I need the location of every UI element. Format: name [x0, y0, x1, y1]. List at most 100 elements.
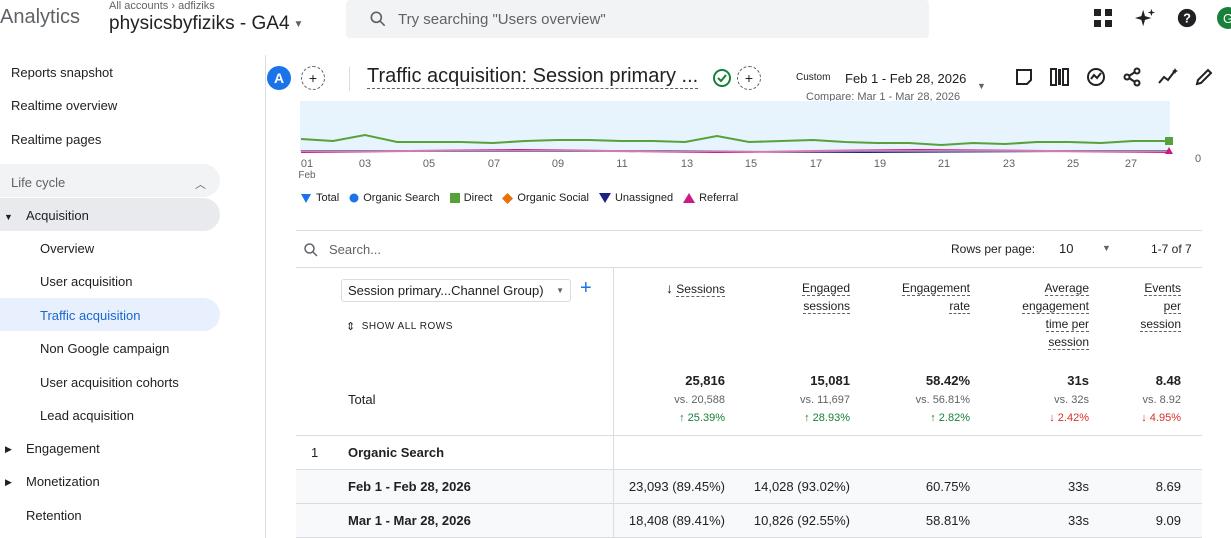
- cell-engagement-rate: 58.81%: [925, 513, 970, 528]
- sidebar-group-acquisition[interactable]: [0, 198, 220, 231]
- column-header-sessions[interactable]: ↓ Sessions: [641, 279, 725, 298]
- sparkle-icon[interactable]: [1133, 6, 1157, 30]
- report-title[interactable]: Traffic acquisition: Session primary ...: [367, 65, 699, 89]
- total-drop-icon: [301, 194, 311, 203]
- comparison-avatar[interactable]: A: [267, 66, 291, 90]
- trend-sparkle-icon[interactable]: [1156, 65, 1180, 89]
- sidebar-item-overview[interactable]: Overview: [40, 241, 95, 256]
- add-dimension-icon[interactable]: +: [580, 277, 592, 299]
- report-header: A + Traffic acquisition: Session primary…: [267, 55, 1231, 103]
- check-circle-icon[interactable]: [710, 66, 734, 90]
- column-header-avg-engagement-time[interactable]: Average engagement time per session: [993, 279, 1089, 351]
- user-avatar[interactable]: G: [1217, 7, 1231, 29]
- legend-item-direct[interactable]: Direct: [449, 192, 492, 204]
- legend-item-organic-search[interactable]: Organic Search: [349, 192, 440, 204]
- compare-columns-icon[interactable]: [1048, 65, 1072, 89]
- column-header-label: time per: [1045, 317, 1089, 332]
- triangle-down-marker-icon: [598, 193, 611, 203]
- share-icon[interactable]: [1120, 65, 1144, 89]
- customize-report-icon[interactable]: [1012, 65, 1036, 89]
- sidebar-item-lead-acquisition[interactable]: Lead acquisition: [40, 408, 134, 423]
- show-all-rows-label: SHOW ALL ROWS: [361, 321, 453, 332]
- column-header-label: Engaged: [801, 281, 850, 296]
- column-header-engagement-rate[interactable]: Engagement rate: [880, 279, 970, 315]
- circle-marker-icon: [349, 193, 359, 203]
- insights-icon[interactable]: [1084, 65, 1108, 89]
- x-tick-05: 05: [423, 158, 435, 170]
- app-brand[interactable]: Analytics: [0, 6, 81, 28]
- lifecycle-section-header[interactable]: [0, 164, 220, 197]
- sidebar-item-user-acquisition-cohorts[interactable]: User acquisition cohorts: [40, 375, 179, 390]
- total-avg-engagement-time: 31s: [1067, 373, 1089, 388]
- sidebar-group-engagement[interactable]: Engagement: [26, 441, 100, 456]
- sidebar-item-realtime-pages[interactable]: Realtime pages: [11, 132, 102, 147]
- pagination-info: 1-7 of 7: [1151, 242, 1192, 256]
- search-bar[interactable]: Try searching "Users overview": [346, 0, 929, 38]
- column-header-label: sessions: [803, 299, 850, 314]
- legend-item-referral[interactable]: Referral: [683, 192, 738, 204]
- row-label: Organic Search: [348, 445, 445, 460]
- table-row[interactable]: Feb 1 - Feb 28, 2026 23,093 (89.45%) 14,…: [296, 470, 1202, 504]
- sidebar-item-non-google-campaign[interactable]: Non Google campaign: [40, 341, 170, 356]
- x-tick-07: 07: [488, 158, 500, 170]
- legend-item-organic-social[interactable]: Organic Social: [502, 192, 589, 204]
- dimension-selector[interactable]: Session primary...Channel Group) ▼: [341, 279, 571, 302]
- add-filter-button[interactable]: +: [737, 66, 761, 90]
- total-sessions-change: ↑ 25.39%: [679, 412, 725, 424]
- legend-label: Organic Social: [517, 192, 589, 204]
- table-row[interactable]: 1 Organic Search: [296, 436, 1202, 470]
- x-tick-15: 15: [745, 158, 757, 170]
- property-selector[interactable]: physicsbyfiziks - GA4 ▼: [109, 13, 303, 35]
- sidebar: Reports snapshot Realtime overview Realt…: [0, 55, 266, 538]
- cell-engaged-sessions: 10,826 (92.55%): [753, 513, 850, 528]
- table-search-input[interactable]: Search...: [329, 242, 382, 257]
- header-divider: [349, 67, 350, 91]
- legend-label: Unassigned: [614, 192, 674, 204]
- table-row[interactable]: Mar 1 - Mar 28, 2026 18,408 (89.41%) 10,…: [296, 504, 1202, 538]
- sidebar-group-monetization[interactable]: Monetization: [26, 474, 100, 489]
- column-header-label: Average: [1044, 281, 1089, 296]
- cell-avg-engagement-time: 33s: [1068, 479, 1089, 494]
- dimension-selector-label: Session primary...Channel Group): [348, 283, 544, 298]
- chevron-down-icon[interactable]: ▼: [1102, 243, 1111, 253]
- sessions-line-chart: 01 Feb 03 05 07 09 11 13 15 17 19 21 23 …: [298, 101, 1201, 181]
- total-sessions-vs: vs. 20,588: [674, 394, 725, 406]
- cell-engaged-sessions: 14,028 (93.02%): [753, 479, 850, 494]
- column-header-label: engagement: [1022, 299, 1089, 314]
- x-tick-27: 27: [1125, 158, 1137, 170]
- total-engaged-vs: vs. 11,697: [800, 394, 850, 406]
- column-header-label: session: [1048, 335, 1089, 350]
- total-sessions: 25,816: [685, 373, 725, 388]
- x-tick-01: 01: [301, 158, 313, 170]
- row-date-range: Feb 1 - Feb 28, 2026: [348, 479, 471, 494]
- column-header-label: session: [1140, 317, 1181, 332]
- column-header-engaged-sessions[interactable]: Engaged sessions: [762, 279, 850, 315]
- cell-events-per-session: 8.69: [1155, 479, 1181, 494]
- date-range-picker[interactable]: Feb 1 - Feb 28, 2026: [845, 71, 967, 86]
- legend-item-unassigned[interactable]: Unassigned: [598, 192, 674, 204]
- x-tick-13: 13: [681, 158, 693, 170]
- sidebar-item-user-acquisition[interactable]: User acquisition: [40, 274, 133, 289]
- edit-pencil-icon[interactable]: [1192, 65, 1216, 89]
- table-toolbar: Search... Rows per page: 10 ▼ 1-7 of 7: [296, 230, 1202, 268]
- legend-item-total[interactable]: Total: [300, 192, 339, 204]
- expand-right-icon: ▶: [5, 444, 12, 454]
- x-tick-17: 17: [810, 158, 822, 170]
- show-all-rows-button[interactable]: ⇕ SHOW ALL ROWS: [346, 320, 453, 333]
- total-events-vs: vs. 8.92: [1142, 394, 1181, 406]
- x-tick-19: 19: [874, 158, 886, 170]
- account-breadcrumb[interactable]: All accounts › adfiziks: [109, 0, 215, 12]
- column-header-events-per-session[interactable]: Events per session: [1111, 279, 1181, 333]
- sidebar-item-retention[interactable]: Retention: [26, 508, 82, 523]
- sidebar-item-reports-snapshot[interactable]: Reports snapshot: [11, 65, 113, 80]
- sidebar-item-traffic-acquisition[interactable]: [0, 298, 220, 331]
- total-rate-vs: vs. 56.81%: [915, 394, 970, 406]
- sidebar-item-realtime-overview[interactable]: Realtime overview: [11, 98, 118, 113]
- lifecycle-section-label: Life cycle: [11, 175, 66, 190]
- chevron-down-icon[interactable]: ▼: [977, 81, 986, 91]
- apps-grid-icon[interactable]: [1091, 6, 1115, 30]
- rows-per-page-select[interactable]: 10: [1059, 241, 1074, 256]
- compare-range: Compare: Mar 1 - Mar 28, 2026: [806, 91, 961, 103]
- add-comparison-button[interactable]: +: [301, 66, 325, 90]
- help-icon[interactable]: ?: [1175, 6, 1199, 30]
